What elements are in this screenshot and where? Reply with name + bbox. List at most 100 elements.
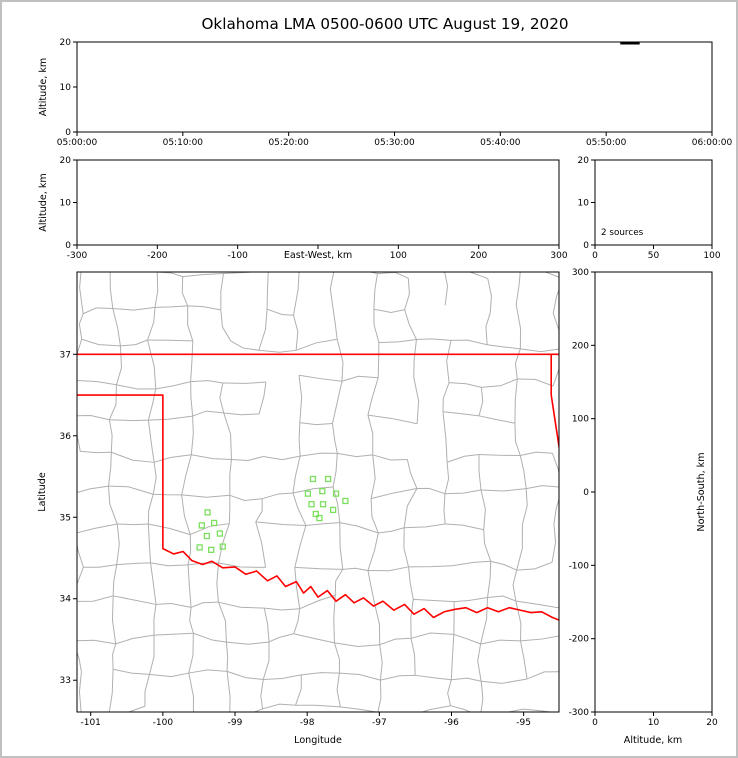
county-line (188, 633, 194, 674)
county-line (147, 388, 157, 421)
county-line (147, 307, 156, 341)
county-line (77, 650, 82, 672)
tick-label: 05:00:00 (57, 138, 98, 148)
county-line (367, 414, 374, 455)
county-line (266, 272, 269, 310)
county-line (108, 452, 112, 487)
county-line (152, 462, 157, 495)
ew-height-frame (76, 159, 560, 246)
tick-label: 300 (572, 268, 589, 278)
county-line (193, 716, 229, 718)
county-line (218, 601, 265, 609)
county-line (377, 711, 380, 712)
county-line (480, 639, 521, 645)
county-line (255, 521, 306, 526)
tick-label: 10 (648, 718, 660, 728)
lma-station-marker (196, 544, 203, 551)
tick-label: 37 (60, 350, 71, 360)
county-line (260, 679, 264, 709)
lma-station-marker (308, 501, 315, 508)
map-xlabel: Longitude (294, 735, 342, 746)
county-line (340, 706, 378, 712)
county-line (113, 595, 157, 605)
county-line (410, 638, 416, 676)
county-line (512, 569, 518, 602)
county-line (147, 420, 155, 463)
county-line (552, 313, 559, 333)
county-line (295, 674, 302, 706)
county-line (190, 340, 194, 382)
time-height-frame (76, 41, 713, 133)
county-line (520, 635, 559, 642)
county-line (262, 492, 294, 500)
county-line (416, 338, 452, 341)
tick-label: 20 (578, 156, 590, 166)
county-line (81, 338, 121, 347)
county-line (403, 527, 410, 567)
county-line (218, 562, 266, 568)
county-line (515, 600, 559, 609)
county-line (187, 305, 221, 311)
county-line (406, 459, 418, 489)
county-line (77, 595, 114, 602)
county-line (255, 498, 263, 523)
county-line (478, 387, 484, 416)
county-line (336, 673, 341, 707)
county-line (451, 677, 482, 682)
county-line (552, 288, 559, 314)
county-line (377, 342, 380, 378)
county-line (378, 527, 405, 534)
county-line (403, 488, 418, 528)
county-line (377, 680, 382, 712)
county-line (190, 601, 219, 608)
county-line (468, 272, 488, 280)
tick-label: 05:20:00 (268, 138, 309, 148)
lma-station-marker (316, 514, 323, 522)
county-line (329, 272, 335, 307)
county-line (514, 423, 521, 456)
county-line (372, 454, 408, 461)
county-line (444, 462, 450, 494)
county-line (268, 633, 294, 643)
county-line (293, 608, 301, 634)
tick-label: 0 (583, 488, 589, 498)
county-line (413, 377, 420, 424)
county-line (519, 455, 527, 489)
county-line (517, 378, 554, 387)
county-line (480, 597, 489, 645)
county-line (79, 272, 84, 314)
lma-station-marker (332, 490, 340, 497)
county-line (292, 455, 301, 494)
county-line (77, 541, 84, 568)
county-line (331, 423, 338, 454)
ns-height-ylabel: North-South, km (696, 452, 707, 531)
county-line (83, 564, 117, 568)
county-line (442, 382, 450, 412)
county-line (408, 565, 453, 568)
county-line (552, 367, 559, 387)
county-line (147, 339, 193, 342)
county-line (410, 599, 414, 639)
tick-label: 35 (60, 513, 71, 523)
county-line (449, 382, 482, 388)
county-line (370, 498, 379, 534)
county-line (117, 523, 149, 526)
county-line (223, 412, 260, 416)
county-line (413, 339, 417, 378)
county-line (477, 643, 482, 682)
county-line (305, 522, 340, 526)
county-line (147, 339, 157, 389)
county-line (217, 523, 230, 564)
county-line (370, 454, 376, 499)
tick-label: 06:00:00 (692, 138, 733, 148)
tick-label: 300 (550, 251, 567, 261)
tick-label: -200 (569, 635, 590, 645)
county-line (116, 384, 156, 390)
county-line (446, 453, 480, 463)
lma-station-marker (324, 475, 332, 483)
county-line (153, 604, 157, 636)
tick-label: 200 (572, 341, 589, 351)
county-line (454, 597, 488, 603)
county-line (408, 566, 414, 600)
